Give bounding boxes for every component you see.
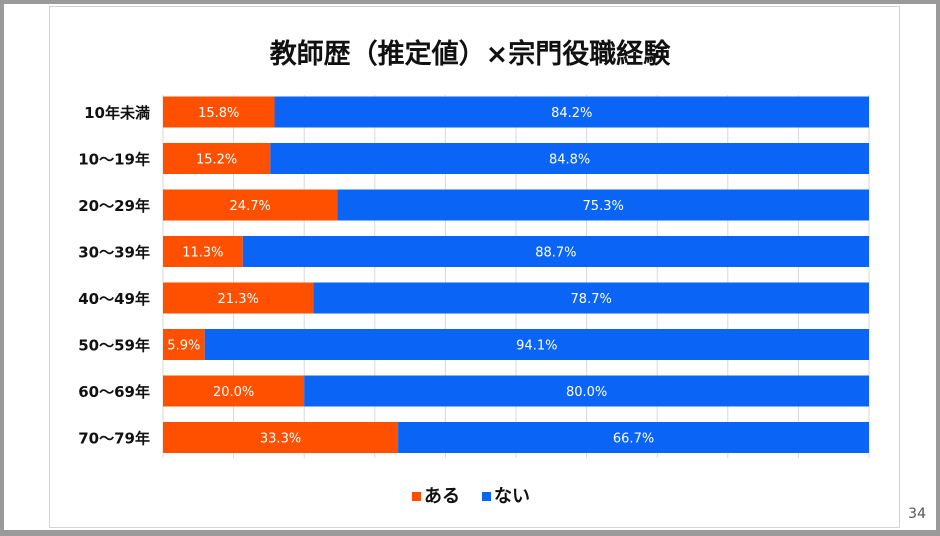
category-label: 20～29年	[78, 197, 150, 215]
data-label: 24.7%	[230, 199, 271, 214]
bar-nai	[274, 96, 870, 128]
page-number: 34	[908, 506, 926, 522]
data-label: 20.0%	[213, 385, 254, 400]
data-label: 5.9%	[167, 339, 200, 354]
bar-aru	[163, 422, 399, 453]
data-label: 88.7%	[535, 246, 576, 261]
data-label: 66.7%	[613, 432, 654, 447]
category-label: 10～19年	[78, 151, 150, 169]
legend-swatch-nai	[482, 492, 491, 501]
data-label: 78.7%	[571, 292, 612, 307]
bar-aru	[163, 189, 338, 221]
category-label: 30～39年	[78, 244, 150, 262]
category-label: 10年未満	[84, 104, 150, 122]
bar-nai	[337, 189, 870, 221]
bar-aru	[163, 236, 243, 267]
bar-aru	[163, 143, 271, 174]
bar-aru	[163, 96, 275, 128]
legend-swatch-aru	[412, 492, 421, 501]
bar-nai	[204, 329, 870, 360]
legend-label: ある	[424, 486, 460, 507]
data-label: 11.3%	[182, 246, 223, 261]
data-label: 33.3%	[260, 432, 301, 447]
bar-aru	[163, 375, 305, 407]
chart-title: 教師歴（推定値）×宗門役職経験	[269, 39, 671, 70]
data-label: 75.3%	[583, 199, 624, 214]
bar-aru	[163, 329, 205, 360]
data-label: 80.0%	[566, 385, 607, 400]
category-label: 70～79年	[78, 430, 150, 448]
data-label: 21.3%	[218, 292, 259, 307]
category-label: 50～59年	[78, 337, 150, 355]
bar-aru	[163, 282, 314, 314]
data-label: 84.8%	[549, 153, 590, 168]
chart-plot: 10年未満 15.8% 84.2% 10～19年 15.2% 84.8% 20～29年 24.…	[78, 95, 870, 507]
category-label: 40～49年	[78, 290, 150, 308]
bar-nai	[398, 422, 869, 453]
category-label: 60～69年	[78, 383, 150, 401]
data-label: 15.2%	[196, 153, 237, 168]
data-label: 94.1%	[516, 339, 557, 354]
legend-label: ない	[494, 486, 530, 507]
slide: 教師歴（推定値）×宗門役職経験 10年未満 15.8% 84.2% 10～19年 15.…	[4, 4, 936, 530]
data-label: 15.8%	[198, 106, 239, 121]
bar-nai	[304, 375, 869, 407]
bar-nai	[313, 282, 869, 314]
data-label: 84.2%	[551, 106, 592, 121]
bar-nai	[242, 236, 869, 267]
bar-nai	[270, 143, 869, 174]
